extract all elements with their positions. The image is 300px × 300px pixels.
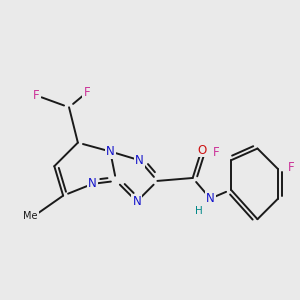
- Text: F: F: [213, 146, 220, 159]
- Text: F: F: [288, 161, 295, 174]
- Text: F: F: [33, 89, 40, 102]
- Text: N: N: [206, 192, 215, 205]
- Text: N: N: [88, 177, 97, 190]
- Text: N: N: [132, 195, 141, 208]
- Text: H: H: [195, 206, 203, 216]
- Text: O: O: [197, 143, 206, 157]
- Text: F: F: [83, 86, 90, 99]
- Text: N: N: [135, 154, 144, 167]
- Text: Me: Me: [23, 211, 38, 221]
- Text: N: N: [106, 145, 115, 158]
